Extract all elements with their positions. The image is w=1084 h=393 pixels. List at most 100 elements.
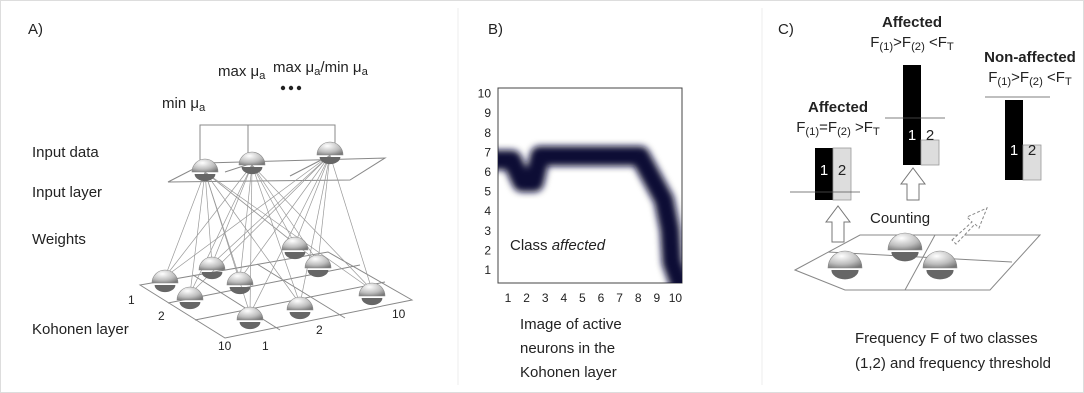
group-title: Affected <box>882 14 942 31</box>
bar-label: 1 <box>820 162 828 179</box>
sphere <box>923 251 957 268</box>
text-part: =F <box>819 119 837 136</box>
text-part: >F <box>1011 69 1029 86</box>
bar-class-1 <box>1005 100 1023 180</box>
subscript: (2) <box>837 126 851 138</box>
ellipsis-dots <box>281 86 301 90</box>
text-part: max μ <box>273 59 314 76</box>
x-tick-label: 6 <box>598 291 605 305</box>
y-tick-label: 7 <box>484 145 491 159</box>
figure: A) min μa max μa max μa/min μa Input dat… <box>0 0 1084 393</box>
x-tick-label: 1 <box>505 291 512 305</box>
x-tick-label: 9 <box>653 291 660 305</box>
caption-line: Frequency F of two classes <box>855 330 1038 347</box>
subscript: (2) <box>911 41 925 53</box>
sphere-base <box>195 174 216 181</box>
sphere <box>177 287 203 300</box>
x-tick-label: 2 <box>523 291 530 305</box>
bar-label: 2 <box>838 162 846 179</box>
y-tick-label: 5 <box>484 185 491 199</box>
bar-label: 1 <box>1010 142 1018 159</box>
bar-label: 1 <box>908 127 916 144</box>
weight-line <box>300 155 330 304</box>
min-label: min μa <box>162 95 206 114</box>
y-tick-label: 9 <box>484 106 491 120</box>
weight-line <box>165 172 205 277</box>
panel-label: B) <box>488 21 503 38</box>
y-tick-label: 1 <box>484 263 491 277</box>
sphere <box>282 237 308 250</box>
text-part: Class <box>510 237 552 254</box>
sphere <box>239 152 265 165</box>
sphere-base <box>362 298 383 305</box>
y-tick-label: 10 <box>478 87 492 101</box>
panel-b: B) 1234567891012345678910 Class affected… <box>478 21 683 381</box>
ratio-label: max μa/min μa <box>273 59 369 78</box>
input-data-label: Input data <box>32 144 99 161</box>
x-tick-label: 5 <box>579 291 586 305</box>
sphere <box>317 142 343 155</box>
max-label: max μa <box>218 63 266 82</box>
y-tick-label: 8 <box>484 126 491 140</box>
caption-line: neurons in the <box>520 340 615 357</box>
text-part: <F <box>1043 69 1065 86</box>
panel-label: C) <box>778 21 794 38</box>
sphere-base <box>831 270 858 279</box>
input-layer-label: Input layer <box>32 184 102 201</box>
subscript: T <box>1065 76 1072 88</box>
bar-label: 2 <box>1028 142 1036 159</box>
text-part: /min μ <box>320 59 361 76</box>
sphere-base <box>320 157 341 164</box>
weight-line <box>240 165 252 279</box>
weight-lines <box>152 142 385 329</box>
sphere-base <box>155 285 176 292</box>
sphere <box>237 307 263 320</box>
weight-line <box>252 165 295 244</box>
x-tick-label: 10 <box>669 291 683 305</box>
weight-line <box>190 172 205 294</box>
class-label: Class affected <box>510 237 606 254</box>
input-bracket <box>200 125 335 160</box>
counting-label: Counting <box>870 210 930 227</box>
sphere-base <box>230 287 251 294</box>
bar-class-1 <box>903 65 921 165</box>
subscript: a <box>259 70 266 82</box>
grid-label: 1 <box>262 339 269 353</box>
italic-text: affected <box>552 237 606 254</box>
text-part: <F <box>925 34 947 51</box>
text-part: max μ <box>218 63 259 80</box>
panel-label: A) <box>28 21 43 38</box>
y-tick-label: 6 <box>484 165 491 179</box>
y-tick-label: 4 <box>484 204 491 218</box>
sphere <box>152 270 178 283</box>
x-tick-label: 7 <box>616 291 623 305</box>
grid-label: 1 <box>128 293 135 307</box>
caption-line: (1,2) and frequency threshold <box>855 355 1051 372</box>
arrow <box>826 206 850 242</box>
sphere-base <box>285 252 306 259</box>
grid-label: 2 <box>158 309 165 323</box>
weight-line <box>212 165 252 264</box>
grid-label: 10 <box>218 339 232 353</box>
arrow <box>901 168 925 200</box>
weight-line <box>250 165 252 314</box>
x-tick-label: 8 <box>635 291 642 305</box>
sphere-base <box>202 272 223 279</box>
text-part: F <box>796 119 805 136</box>
subscript: (2) <box>1029 76 1043 88</box>
subscript: (1) <box>997 76 1011 88</box>
subscript: T <box>947 41 954 53</box>
weights-label: Weights <box>32 231 86 248</box>
sphere-base <box>240 322 261 329</box>
sphere-base <box>926 270 953 279</box>
sphere <box>359 283 385 296</box>
group-formula: F(1)=F(2) >FT <box>796 119 880 138</box>
arrow <box>952 208 987 244</box>
bar-label: 2 <box>926 127 934 144</box>
sphere <box>199 257 225 270</box>
subscript: a <box>362 66 369 78</box>
caption-line: Image of active <box>520 316 622 333</box>
grid-label: 10 <box>392 307 406 321</box>
x-tick-label: 4 <box>560 291 567 305</box>
